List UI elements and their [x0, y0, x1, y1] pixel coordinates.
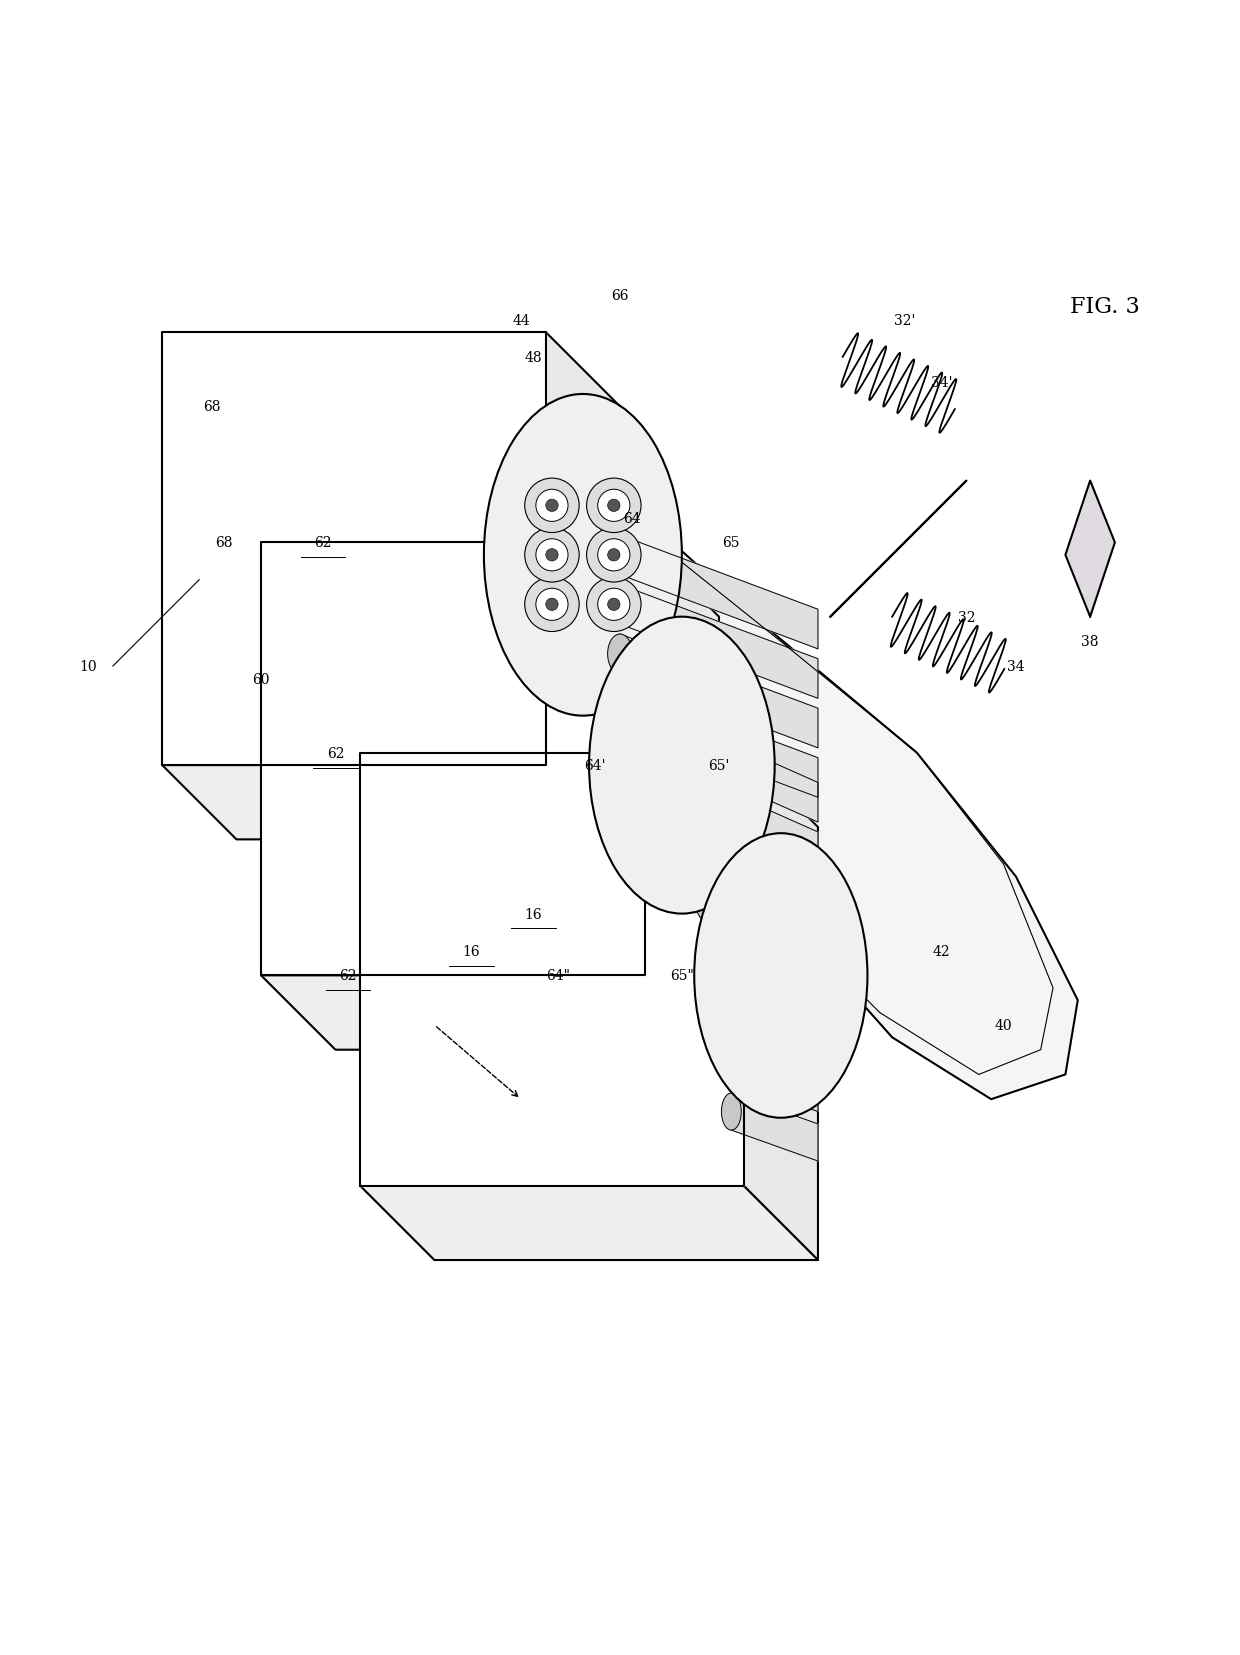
Polygon shape [732, 1094, 818, 1162]
Circle shape [546, 549, 558, 561]
Circle shape [536, 589, 568, 621]
Text: FIG. 3: FIG. 3 [1070, 296, 1140, 318]
Polygon shape [707, 783, 818, 872]
Circle shape [546, 599, 558, 611]
Ellipse shape [722, 995, 742, 1031]
Polygon shape [732, 995, 818, 1063]
Ellipse shape [484, 396, 682, 717]
Polygon shape [162, 333, 546, 766]
Polygon shape [744, 753, 818, 1259]
Text: 65: 65 [723, 536, 740, 549]
Polygon shape [732, 945, 818, 1013]
Text: 62: 62 [314, 536, 332, 549]
Polygon shape [1065, 482, 1115, 617]
Text: 64": 64" [546, 968, 570, 983]
Circle shape [536, 490, 568, 521]
Circle shape [525, 478, 579, 533]
Circle shape [546, 500, 558, 511]
Polygon shape [620, 536, 818, 649]
Text: 40: 40 [994, 1018, 1012, 1033]
Circle shape [536, 540, 568, 571]
Text: 62: 62 [339, 968, 357, 983]
Polygon shape [707, 832, 818, 922]
Polygon shape [620, 684, 818, 798]
Polygon shape [546, 333, 620, 839]
Circle shape [608, 500, 620, 511]
Polygon shape [262, 976, 719, 1049]
Ellipse shape [696, 832, 718, 872]
Ellipse shape [608, 536, 632, 576]
Polygon shape [620, 586, 818, 698]
Circle shape [598, 540, 630, 571]
Text: 62: 62 [326, 746, 345, 760]
Text: 65": 65" [670, 968, 694, 983]
Text: 16: 16 [525, 907, 542, 922]
Circle shape [608, 599, 620, 611]
Circle shape [587, 578, 641, 632]
Polygon shape [707, 733, 818, 823]
Polygon shape [360, 753, 744, 1187]
Ellipse shape [608, 684, 632, 723]
Ellipse shape [722, 945, 742, 981]
Ellipse shape [696, 733, 718, 773]
Polygon shape [162, 766, 620, 839]
Ellipse shape [722, 1094, 742, 1130]
Ellipse shape [722, 1044, 742, 1081]
Text: 60: 60 [253, 672, 270, 687]
Polygon shape [262, 543, 645, 976]
Text: 42: 42 [932, 943, 951, 958]
Polygon shape [546, 518, 1078, 1099]
Text: 64: 64 [624, 511, 641, 525]
Circle shape [598, 490, 630, 521]
Polygon shape [732, 1044, 818, 1112]
Text: 32': 32' [894, 313, 915, 328]
Ellipse shape [696, 783, 718, 823]
Circle shape [598, 589, 630, 621]
Text: 68: 68 [203, 401, 221, 414]
Text: 10: 10 [79, 660, 97, 674]
Text: 16: 16 [463, 943, 480, 958]
Text: 68: 68 [216, 536, 233, 549]
Polygon shape [707, 882, 818, 971]
Text: 64': 64' [584, 758, 606, 773]
Text: 34': 34' [931, 376, 952, 389]
Polygon shape [645, 543, 719, 1049]
Text: 65': 65' [708, 758, 729, 773]
Ellipse shape [696, 882, 718, 922]
Circle shape [587, 478, 641, 533]
Circle shape [525, 578, 579, 632]
Ellipse shape [589, 617, 775, 914]
Circle shape [525, 528, 579, 583]
Text: 32: 32 [957, 611, 975, 624]
Text: 48: 48 [525, 351, 542, 364]
Ellipse shape [694, 834, 868, 1119]
Text: 38: 38 [1081, 636, 1099, 649]
Polygon shape [360, 1187, 818, 1259]
Text: 66: 66 [611, 290, 629, 303]
Text: 34: 34 [1007, 660, 1024, 674]
Text: 44: 44 [512, 313, 529, 328]
Circle shape [608, 549, 620, 561]
Ellipse shape [608, 586, 632, 624]
Circle shape [587, 528, 641, 583]
Ellipse shape [608, 634, 632, 674]
Polygon shape [831, 482, 966, 617]
Polygon shape [620, 634, 818, 748]
